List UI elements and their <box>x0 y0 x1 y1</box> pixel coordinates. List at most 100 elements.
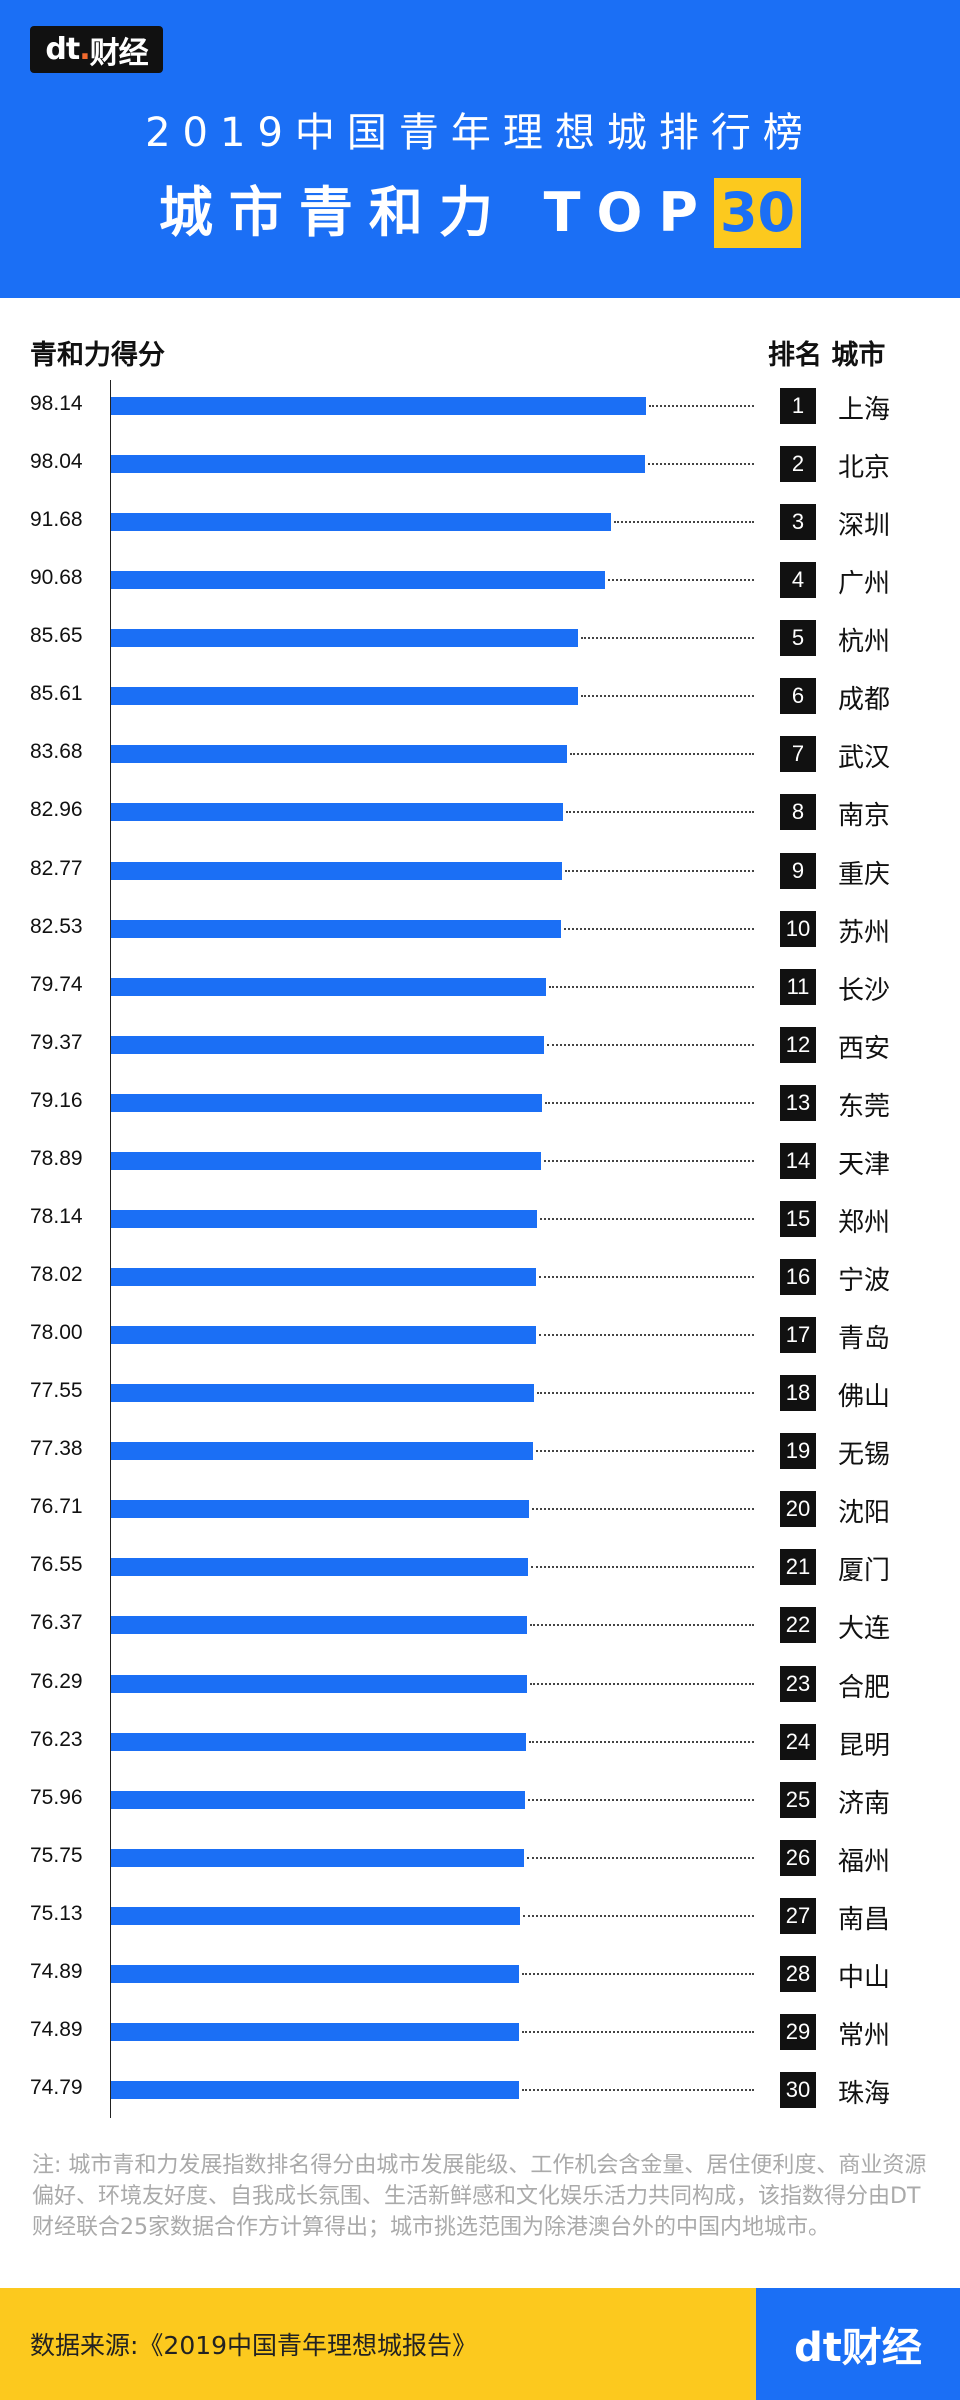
leader-dots <box>648 463 754 466</box>
score-label: 85.65 <box>30 624 83 648</box>
city-label: 宁波 <box>838 1266 891 1297</box>
rank-badge: 11 <box>780 968 816 1005</box>
leader-dots <box>539 1217 754 1220</box>
city-label: 珠海 <box>838 2079 891 2110</box>
score-label: 83.68 <box>30 740 83 764</box>
bar <box>111 1616 528 1635</box>
leader-dots <box>526 1856 754 1859</box>
bar-row: 75.75 26 福州 <box>0 1838 960 1878</box>
chart-subtitle: 城市青和力 TOP 30 <box>0 168 960 248</box>
rank-badge: 23 <box>780 1665 816 1702</box>
city-label: 天津 <box>838 1149 891 1180</box>
rank-badge: 2 <box>780 446 816 483</box>
bar-row: 74.89 29 常州 <box>0 2012 960 2052</box>
rank-badge: 13 <box>780 1084 816 1121</box>
rank-badge: 19 <box>780 1433 816 1470</box>
score-label: 98.04 <box>30 450 83 474</box>
bar-row: 78.89 14 天津 <box>0 1141 960 1181</box>
bar-row: 74.79 30 珠海 <box>0 2070 960 2110</box>
score-label: 90.68 <box>30 566 83 590</box>
rank-badge: 12 <box>780 1026 816 1063</box>
leader-dots <box>522 2030 754 2033</box>
footer-dt-logo: dt财经 <box>756 2288 960 2400</box>
score-label: 77.38 <box>30 1437 83 1461</box>
bar-row: 98.04 2 北京 <box>0 444 960 484</box>
score-label: 91.68 <box>30 508 83 532</box>
rank-badge: 20 <box>780 1491 816 1528</box>
leader-dots <box>580 637 754 640</box>
chart-title: 2019中国青年理想城排行榜 <box>145 110 815 156</box>
score-label: 78.00 <box>30 1321 83 1345</box>
bar <box>111 1558 529 1577</box>
rank-badge: 10 <box>780 910 816 947</box>
score-label: 79.37 <box>30 1030 83 1054</box>
bar <box>111 1964 520 1983</box>
bar <box>111 1848 524 1867</box>
bar-row: 75.13 27 南昌 <box>0 1896 960 1936</box>
bar-row: 82.53 10 苏州 <box>0 909 960 949</box>
leader-dots <box>648 405 754 407</box>
city-label: 大连 <box>838 1614 891 1645</box>
city-label: 沈阳 <box>838 1498 891 1529</box>
bar-row: 76.29 23 合肥 <box>0 1664 960 1704</box>
city-label: 北京 <box>838 453 891 484</box>
leader-dots <box>532 1508 754 1511</box>
rank-badge: 26 <box>780 1839 816 1876</box>
rank-badge: 7 <box>780 736 816 773</box>
score-label: 76.29 <box>30 1669 83 1693</box>
score-label: 82.77 <box>30 856 83 880</box>
bar <box>111 397 646 415</box>
bar-row: 98.14 1 上海 <box>0 386 960 426</box>
bar-row: 78.00 17 青岛 <box>0 1315 960 1355</box>
rank-badge: 14 <box>780 1142 816 1179</box>
bar-row: 76.23 24 昆明 <box>0 1722 960 1762</box>
rank-badge: 16 <box>780 1259 816 1296</box>
bar-row: 78.14 15 郑州 <box>0 1199 960 1239</box>
rank-badge: 9 <box>780 852 816 889</box>
data-source: 数据来源:《2019中国青年理想城报告》 <box>30 2331 478 2360</box>
footnote: 注: 城市青和力发展指数排名得分由城市发展能级、工作机会含金量、居住便利度、商业… <box>32 2153 927 2240</box>
city-label: 西安 <box>838 1033 891 1064</box>
city-label: 武汉 <box>838 743 891 774</box>
score-label: 79.16 <box>30 1088 83 1112</box>
bar <box>111 1209 537 1228</box>
score-label: 76.23 <box>30 1727 83 1751</box>
score-label: 79.74 <box>30 972 83 996</box>
bar <box>111 1906 521 1925</box>
footer-logo-text: dt财经 <box>794 2325 922 2371</box>
score-label: 75.75 <box>30 1843 83 1867</box>
score-label: 76.55 <box>30 1553 83 1577</box>
bar-row: 77.55 18 佛山 <box>0 1373 960 1413</box>
leader-dots <box>539 1334 754 1337</box>
leader-dots <box>531 1566 754 1569</box>
leader-dots <box>535 1450 754 1453</box>
bar <box>111 571 606 590</box>
bar-row: 76.55 21 厦门 <box>0 1547 960 1587</box>
bar-row: 74.89 28 中山 <box>0 1954 960 1994</box>
bar <box>111 1384 534 1403</box>
city-label: 常州 <box>838 2020 891 2051</box>
leader-dots <box>543 1159 754 1162</box>
rank-badge: 22 <box>780 1607 816 1644</box>
subtitle-highlight: 30 <box>713 178 802 248</box>
bar-row: 90.68 4 广州 <box>0 560 960 600</box>
score-label: 85.61 <box>30 682 83 706</box>
rank-badge: 17 <box>780 1317 816 1354</box>
score-label: 82.96 <box>30 798 83 822</box>
rank-badge: 4 <box>780 562 816 599</box>
score-label: 75.13 <box>30 1901 83 1925</box>
bar <box>111 1674 527 1693</box>
leader-dots <box>565 869 754 872</box>
city-label: 深圳 <box>838 511 891 542</box>
bar <box>111 455 646 474</box>
leader-dots <box>530 1624 754 1627</box>
bar-row: 85.61 6 成都 <box>0 676 960 716</box>
leader-dots <box>536 1392 754 1395</box>
city-label: 南昌 <box>838 1904 891 1935</box>
bar-row: 78.02 16 宁波 <box>0 1257 960 1297</box>
leader-dots <box>521 2089 754 2092</box>
bar <box>111 2081 519 2100</box>
bar-row: 79.16 13 东莞 <box>0 1083 960 1123</box>
leader-dots <box>545 1101 754 1104</box>
leader-dots <box>523 1914 754 1917</box>
